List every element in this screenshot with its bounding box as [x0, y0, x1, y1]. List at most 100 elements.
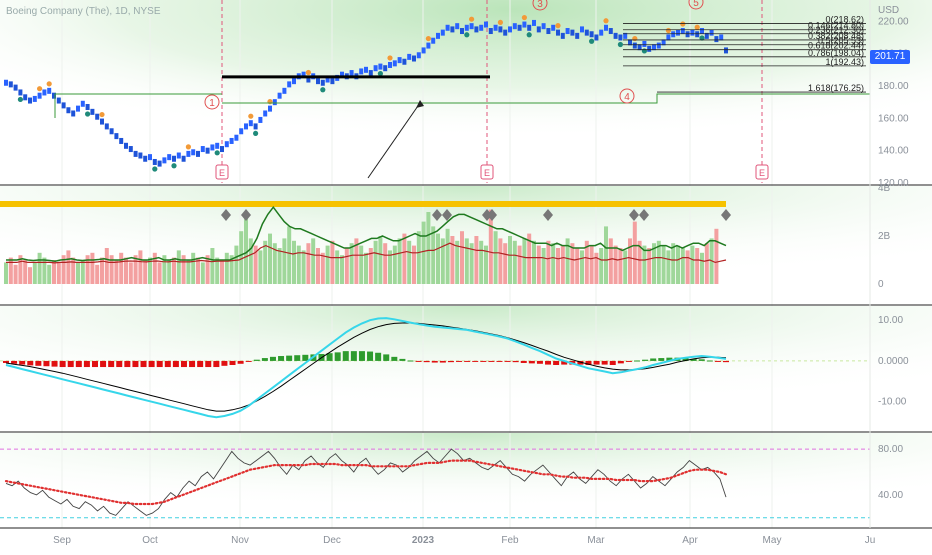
earnings-label: E — [759, 168, 765, 178]
volume-bar — [613, 245, 618, 284]
orange-signal-marker — [497, 19, 503, 26]
price-y-tick: 180.00 — [878, 81, 909, 92]
price-candle — [416, 52, 421, 59]
macd-histogram-bar — [553, 360, 560, 365]
price-candle — [580, 26, 584, 33]
volume-bar — [344, 248, 349, 284]
volume-bar — [23, 260, 28, 284]
macd-histogram-bar — [108, 360, 115, 368]
volume-bar — [234, 245, 239, 284]
price-candle — [661, 39, 666, 46]
volume-bar — [608, 238, 613, 284]
last-price-badge[interactable]: 201.71 — [870, 50, 910, 64]
teal-signal-marker — [253, 130, 259, 137]
macd-histogram-bar — [43, 360, 50, 367]
macd-histogram-bar — [75, 360, 82, 368]
volume-bar — [263, 240, 268, 284]
volume-bar — [431, 226, 436, 284]
teal-signal-marker — [152, 166, 158, 172]
volume-bar — [268, 233, 272, 284]
macd-histogram-bar — [229, 360, 236, 365]
volume-bar — [61, 255, 66, 284]
price-candle — [522, 21, 527, 28]
volume-bar — [714, 228, 719, 284]
volume-bar — [397, 238, 402, 284]
price-candle — [719, 34, 724, 41]
price-candle — [407, 53, 412, 60]
price-candle — [517, 24, 522, 31]
volume-bar — [152, 252, 157, 284]
volume-bar — [253, 245, 258, 284]
fib-level-label: 0.786(198.04) — [808, 48, 864, 58]
volume-bar — [311, 238, 316, 284]
macd-histogram-bar — [617, 360, 624, 364]
fib-level-label: 0(218.62) — [825, 15, 864, 25]
orange-signal-marker — [185, 144, 191, 150]
price-candle — [464, 24, 469, 31]
price-candle — [32, 95, 37, 102]
volume-bar — [445, 228, 450, 284]
macd-signal-line — [5, 322, 727, 412]
macd-histogram-bar — [91, 360, 98, 368]
fib-level-label: 1.618(176.25) — [808, 83, 864, 93]
teal-signal-marker — [17, 96, 23, 103]
price-candle — [114, 133, 119, 140]
macd-y-tick: -10.00 — [878, 397, 907, 408]
trend-arrow — [367, 102, 421, 179]
volume-bar — [18, 255, 23, 284]
volume-bar — [124, 257, 128, 284]
macd-histogram-bar — [156, 360, 163, 368]
volume-bar — [488, 209, 493, 284]
price-candle — [546, 28, 551, 35]
orange-signal-marker — [680, 21, 686, 27]
volume-bar — [680, 248, 685, 284]
price-candle — [253, 123, 258, 130]
macd-histogram-bar — [723, 360, 729, 363]
volume-bar — [4, 262, 8, 284]
teal-signal-marker — [85, 111, 91, 117]
price-candle — [229, 137, 234, 144]
price-y-tick: 220.00 — [878, 16, 909, 27]
macd-histogram-bar — [116, 360, 123, 368]
price-candle — [292, 78, 296, 85]
volume-bar — [416, 231, 421, 284]
volume-y-tick: 4B — [878, 183, 891, 194]
macd-histogram-bar — [682, 358, 689, 361]
macd-histogram-bar — [391, 356, 398, 361]
macd-histogram-bar — [164, 360, 171, 368]
teal-signal-marker — [377, 70, 383, 77]
price-candle — [685, 31, 690, 38]
macd-histogram-bar — [431, 360, 438, 363]
macd-histogram-bar — [11, 360, 18, 364]
orange-signal-marker — [665, 27, 672, 34]
green-range-outline-right — [222, 93, 870, 104]
volume-bar — [503, 243, 508, 284]
macd-histogram-bar — [286, 355, 293, 361]
volume-bar — [224, 252, 229, 284]
price-candle — [364, 66, 368, 73]
volume-bar — [383, 243, 388, 284]
price-candle — [637, 44, 642, 51]
volume-bar — [666, 250, 671, 284]
price-candle — [445, 24, 450, 31]
teal-signal-marker — [699, 35, 705, 41]
teal-signal-marker — [171, 163, 177, 169]
macd-histogram-bar — [423, 360, 430, 363]
volume-bar — [685, 250, 690, 284]
price-candle — [709, 29, 714, 36]
volume-bar — [172, 257, 176, 284]
macd-histogram-bar — [367, 351, 374, 361]
volume-bar — [704, 243, 709, 284]
volume-bar — [623, 250, 628, 284]
price-candle — [191, 149, 196, 156]
price-candle — [373, 65, 378, 72]
volume-bar — [138, 250, 143, 284]
volume-bar — [690, 245, 695, 284]
volume-bar — [186, 260, 191, 284]
wave-label: 3 — [537, 0, 543, 10]
price-candle — [52, 92, 56, 99]
price-candle — [666, 34, 671, 41]
volume-bar — [661, 245, 666, 284]
price-candle — [508, 26, 512, 33]
diamond-marker — [639, 209, 649, 221]
